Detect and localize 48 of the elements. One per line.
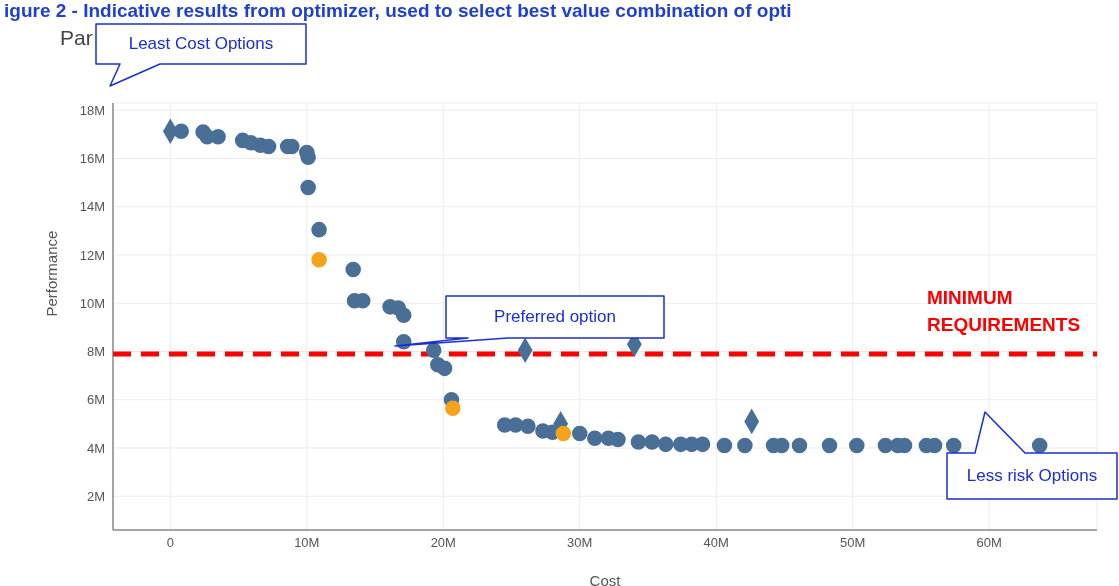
point <box>945 437 962 454</box>
x-tick-label: 10M <box>294 535 320 551</box>
text: Least Cost Options <box>127 33 275 55</box>
x-tick-label: 20M <box>430 535 456 551</box>
x-tick-label: 0 <box>166 535 174 551</box>
point <box>436 360 453 377</box>
point <box>630 434 647 450</box>
ref-line-label: MINIMUM REQUIREMENTS <box>927 286 1081 335</box>
point <box>716 437 733 454</box>
point <box>395 307 412 324</box>
point <box>425 342 442 359</box>
y-tick-label: 10M <box>79 295 105 311</box>
point <box>821 437 838 454</box>
y-axis-title: Performance <box>43 230 61 317</box>
point <box>791 437 808 454</box>
point <box>1031 437 1048 454</box>
point <box>610 431 626 448</box>
chart-title: igure 2 - Indicative results from optimizer, used to select best value combination of opti <box>4 0 792 22</box>
point <box>345 261 361 278</box>
x-tick-label: 60M <box>976 535 1002 551</box>
annotation: Less risk Options <box>965 465 1099 487</box>
y-tick-label: 18M <box>79 102 105 118</box>
chart-subtitle: Par <box>60 26 93 50</box>
point <box>657 436 674 453</box>
x-tick-label: 30M <box>567 535 593 551</box>
y-tick-label: 4M <box>86 440 105 456</box>
point <box>644 434 660 450</box>
point <box>311 252 327 268</box>
y-tick-label: 14M <box>79 199 105 215</box>
point <box>586 430 603 447</box>
y-tick-label: 12M <box>79 247 105 263</box>
point <box>737 437 753 454</box>
x-axis-title: Cost <box>589 572 622 586</box>
point <box>520 418 536 435</box>
point <box>210 129 226 145</box>
point <box>445 400 461 416</box>
point <box>300 179 316 196</box>
y-tick-label: 6M <box>86 392 105 408</box>
x-tick-label: 50M <box>840 535 866 551</box>
y-tick-label: 2M <box>86 488 105 504</box>
y-tick-label: 16M <box>79 151 105 167</box>
y-tick-label: 8M <box>86 344 105 360</box>
point <box>555 425 572 442</box>
point <box>571 425 588 442</box>
point <box>311 221 327 238</box>
point <box>849 437 865 454</box>
x-tick-label: 40M <box>703 535 729 551</box>
annotation: Preferred option <box>493 306 617 328</box>
